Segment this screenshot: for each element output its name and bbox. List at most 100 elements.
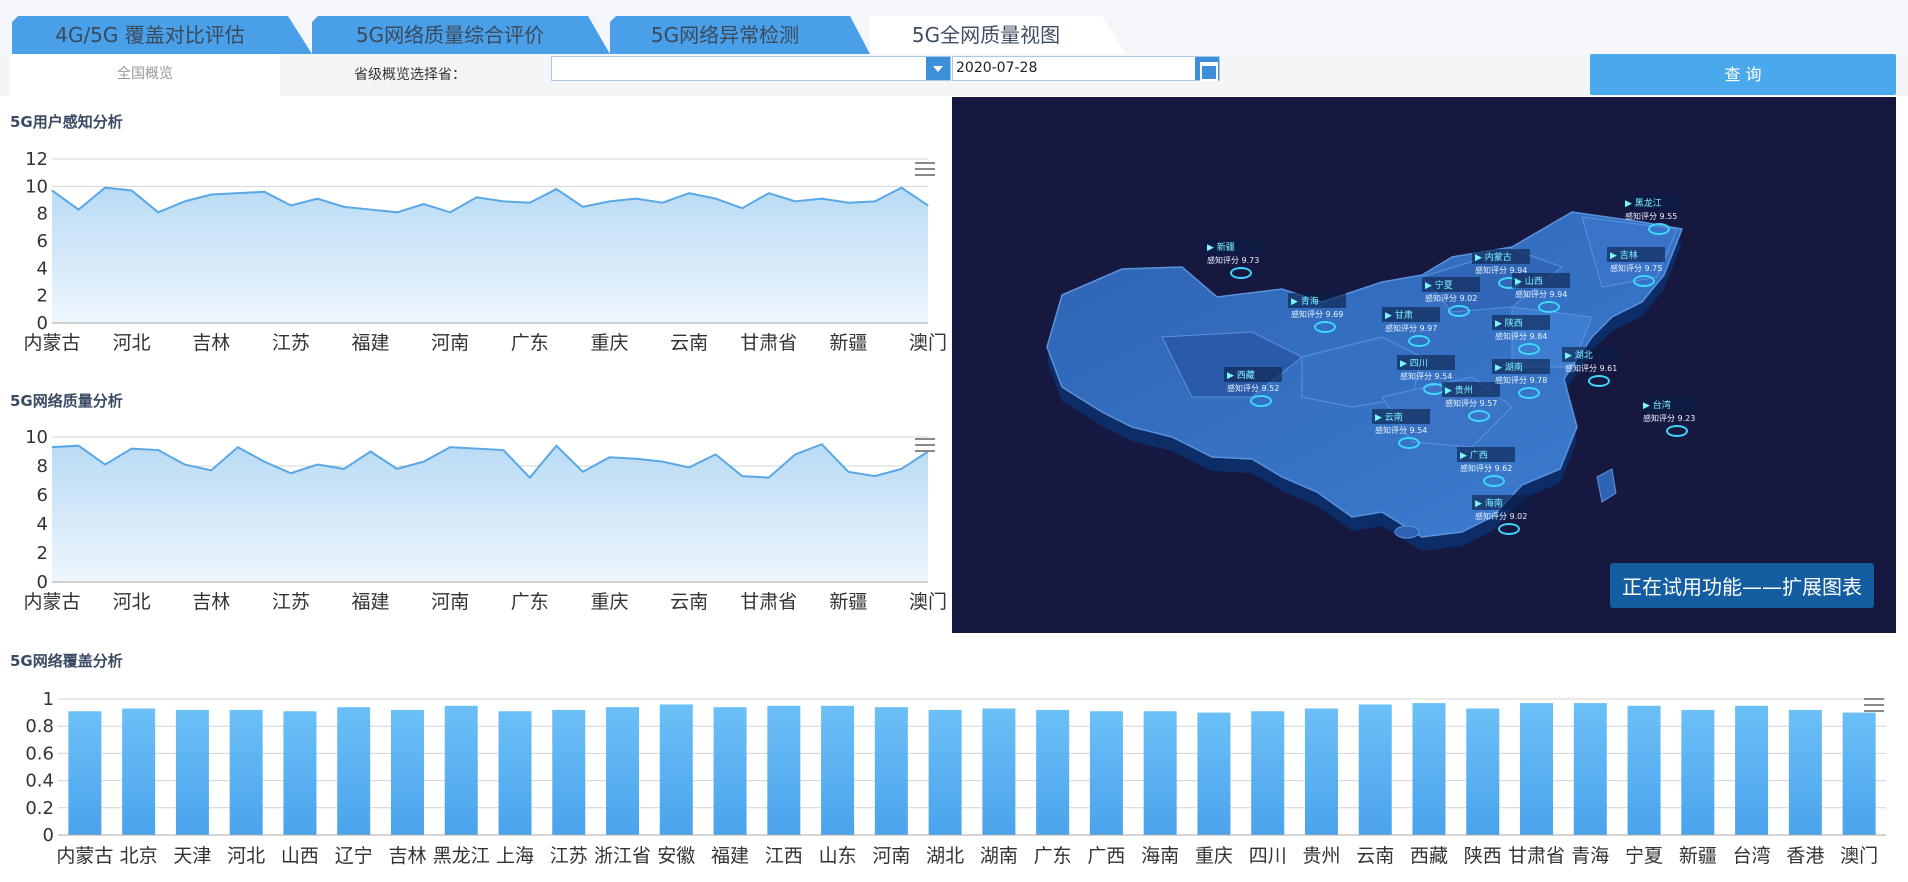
y-tick-label: 8	[37, 204, 48, 225]
x-tick-label: 重庆	[590, 332, 628, 354]
x-tick-label: 福建	[352, 591, 390, 613]
user-perception-chart: 0 2 4 6 8 10 12 内蒙古 河北 吉林 江苏 福建 河南 广东 重庆 云南 甘肃省 新疆 澳门	[23, 149, 947, 354]
x-tick-label: 内蒙古	[23, 332, 80, 354]
y-tick-label: 0	[43, 825, 54, 846]
data-point	[502, 200, 504, 202]
data-point	[715, 453, 717, 455]
data-point	[715, 198, 717, 200]
map-province-label[interactable]: ▶ 湖北 感知评分 9.61	[1562, 347, 1621, 387]
x-tick-label: 江西	[765, 845, 803, 867]
query-button[interactable]: 查 询	[1590, 54, 1896, 95]
date-input[interactable]: 2020-07-28	[952, 56, 1220, 81]
province-select[interactable]	[551, 56, 951, 81]
bar	[122, 708, 156, 835]
y-tick-label: 2	[37, 543, 48, 564]
tab-anomaly-detect[interactable]: 5G网络异常检测	[610, 16, 870, 54]
x-tick-label: 湖南	[980, 845, 1018, 867]
x-tick-label: 澳门	[909, 591, 947, 613]
chevron-down-icon[interactable]	[926, 57, 950, 80]
map-province-label[interactable]: ▶ 宁夏 感知评分 9.02	[1422, 277, 1481, 317]
subtab-national-overview[interactable]: 全国概览	[10, 54, 280, 96]
bar	[444, 705, 478, 835]
data-point	[157, 211, 159, 213]
bar	[821, 705, 855, 835]
x-tick-label: 河南	[431, 591, 469, 613]
y-tick-label: 12	[25, 149, 48, 170]
map-province-label[interactable]: ▶ 西藏 感知评分 9.52	[1224, 367, 1283, 407]
x-tick-label: 海南	[1141, 845, 1179, 867]
map-province-label[interactable]: ▶ 山西 感知评分 9.94	[1512, 273, 1571, 313]
data-point	[51, 189, 53, 191]
score-ring-icon	[1518, 343, 1540, 355]
score-ring-icon	[1250, 395, 1272, 407]
map-province-label[interactable]: ▶ 吉林 感知评分 9.75	[1607, 247, 1666, 287]
x-tick-label: 河北	[113, 332, 151, 354]
trial-feature-badge[interactable]: 正在试用功能——扩展图表	[1610, 563, 1874, 608]
series-line	[51, 443, 929, 480]
x-tick-label: 澳门	[909, 332, 947, 354]
data-point	[263, 461, 265, 463]
chart-menu-icon[interactable]	[915, 162, 935, 176]
map-province-label[interactable]: ▶ 云南 感知评分 9.54	[1372, 409, 1431, 449]
map-province-label[interactable]: ▶ 台湾 感知评分 9.23	[1640, 397, 1699, 437]
data-point	[529, 202, 531, 204]
map-province-label[interactable]: ▶ 贵州 感知评分 9.57	[1442, 382, 1501, 422]
province-score: 感知评分 9.54	[1400, 372, 1453, 381]
data-point	[582, 206, 584, 208]
x-tick-label: 福建	[711, 845, 749, 867]
province-name: ▶ 云南	[1372, 409, 1431, 424]
x-tick-label: 台湾	[1733, 845, 1771, 867]
chart-menu-icon[interactable]	[915, 438, 935, 452]
network-quality-title: 5G网络质量分析	[10, 392, 123, 410]
network-quality-chart: 0 2 4 6 8 10 内蒙古 河北 吉林 江苏 福建 河南 广东 重庆 云南 甘肃省 新疆 澳门	[23, 427, 947, 613]
map-province-label[interactable]: ▶ 广西 感知评分 9.62	[1457, 447, 1516, 487]
data-point	[900, 468, 902, 470]
bar	[1304, 708, 1338, 835]
tab-coverage-compare[interactable]: 4G/5G 覆盖对比评估	[12, 16, 312, 54]
tab-quality-view[interactable]: 5G全网质量视图	[870, 16, 1126, 54]
map-province-label[interactable]: ▶ 黑龙江 感知评分 9.55	[1622, 195, 1681, 235]
score-ring-icon	[1538, 301, 1560, 313]
data-point	[237, 446, 239, 448]
score-ring-icon	[1468, 410, 1490, 422]
data-point	[316, 198, 318, 200]
calendar-icon[interactable]	[1195, 57, 1219, 81]
bar	[1627, 705, 1661, 835]
data-point	[370, 451, 372, 452]
score-ring-icon	[1230, 267, 1252, 279]
tab-label: 4G/5G 覆盖对比评估	[55, 23, 245, 47]
x-tick-label: 宁夏	[1625, 845, 1663, 867]
data-point	[476, 448, 478, 450]
data-point	[608, 456, 610, 458]
data-point	[874, 200, 876, 202]
province-score: 感知评分 9.02	[1475, 512, 1528, 521]
x-tick-label: 西藏	[1410, 845, 1448, 867]
map-province-label[interactable]: ▶ 陕西 感知评分 9.84	[1492, 315, 1551, 355]
y-tick-label: 10	[25, 427, 48, 448]
chart-menu-icon[interactable]	[1864, 698, 1884, 712]
x-tick-label: 甘肃省	[740, 591, 797, 613]
x-tick-label: 河南	[431, 332, 469, 354]
bar	[175, 709, 209, 835]
tab-quality-eval[interactable]: 5G网络质量综合评价	[312, 16, 610, 54]
data-point	[396, 468, 398, 470]
map-province-label[interactable]: ▶ 新疆 感知评分 9.73	[1204, 239, 1263, 279]
network-coverage-chart: 0 0.2 0.4 0.6 0.8 1 内蒙古 北京 天津 河北 山西 辽宁 吉林 黑龙江 上海 江苏 浙江省安…	[25, 689, 1886, 867]
bar	[1089, 711, 1123, 835]
bar	[1143, 711, 1177, 835]
map-province-label[interactable]: ▶ 甘肃 感知评分 9.97	[1382, 307, 1441, 347]
map-province-label[interactable]: ▶ 湖南 感知评分 9.78	[1492, 359, 1551, 399]
province-name: ▶ 青海	[1288, 293, 1347, 308]
data-point	[635, 198, 637, 200]
map-province-label[interactable]: ▶ 内蒙古 感知评分 9.94	[1472, 249, 1531, 289]
score-ring-icon	[1398, 437, 1420, 449]
province-score: 感知评分 9.52	[1227, 384, 1280, 393]
date-value: 2020-07-28	[956, 60, 1038, 76]
map-province-label[interactable]: ▶ 海南 感知评分 9.02	[1472, 495, 1531, 535]
data-point	[343, 468, 345, 470]
data-point	[290, 472, 292, 474]
map-province-label[interactable]: ▶ 青海 感知评分 9.69	[1288, 293, 1347, 333]
province-score: 感知评分 9.62	[1460, 464, 1513, 473]
data-point	[582, 471, 584, 473]
data-point	[847, 471, 849, 473]
